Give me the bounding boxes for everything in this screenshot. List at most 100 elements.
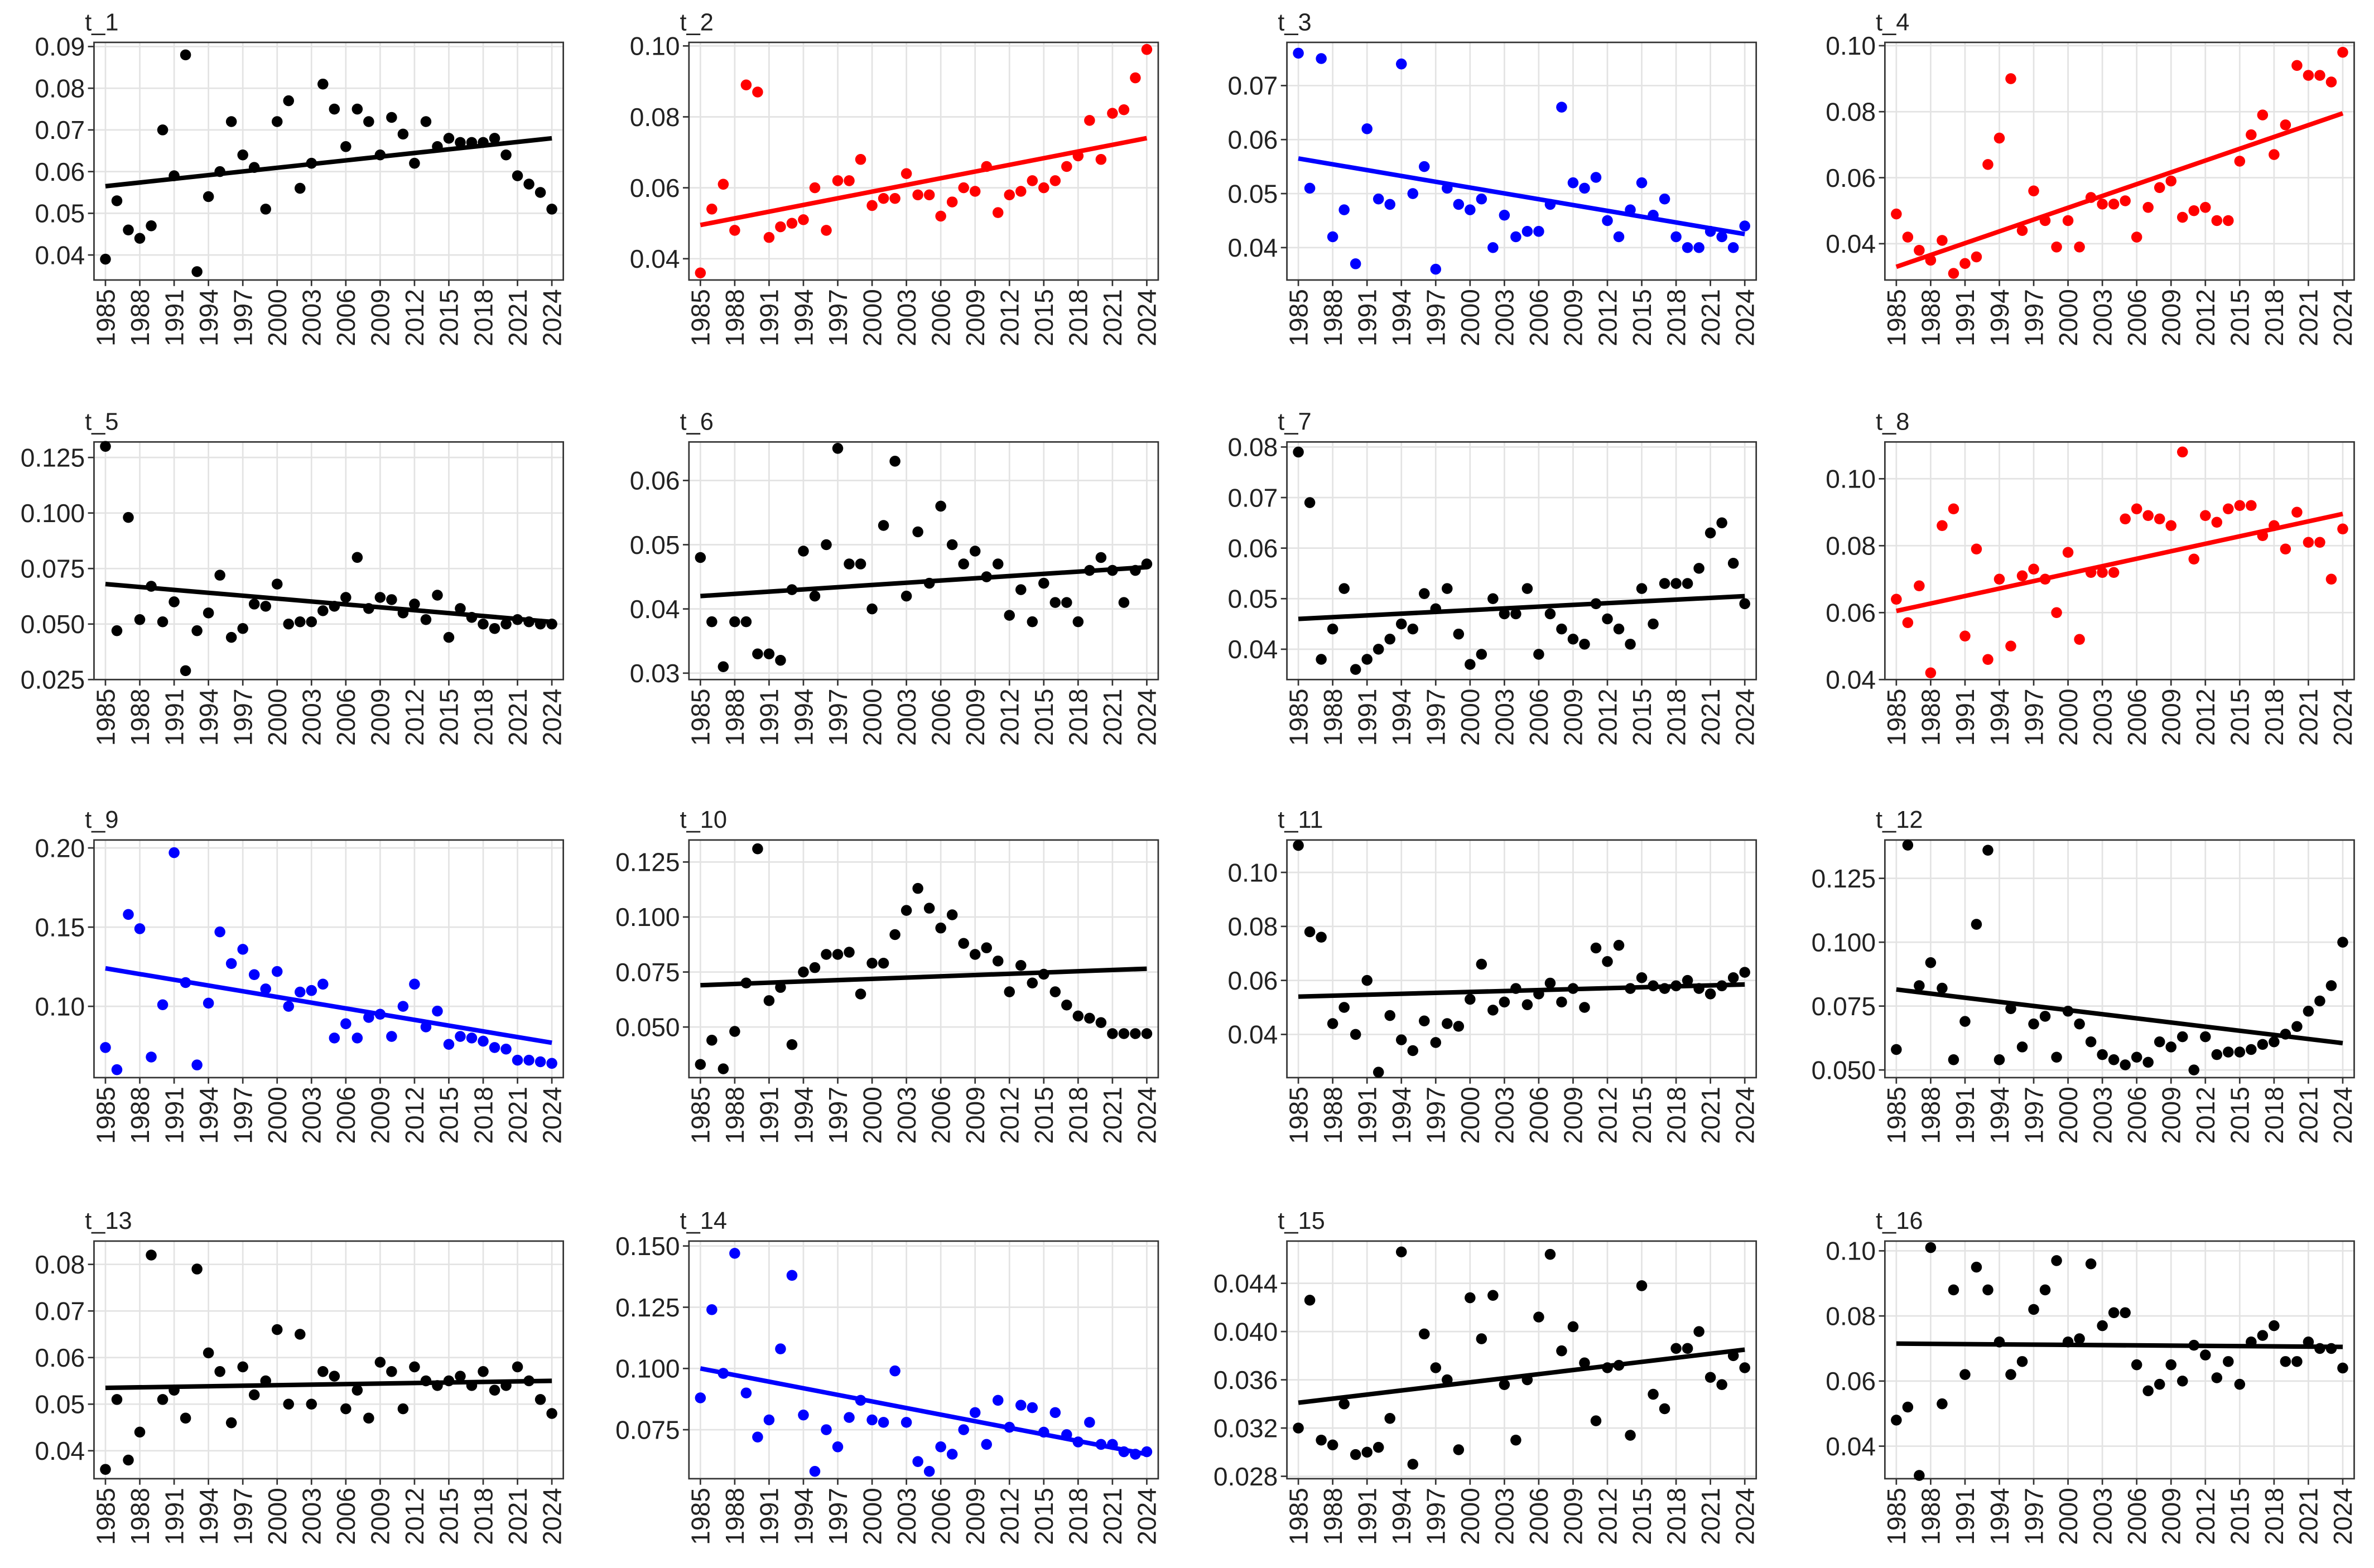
plot-background [94, 840, 564, 1078]
point [1971, 543, 1982, 555]
y-tick-label: 0.036 [1214, 1366, 1278, 1395]
x-tick-label: 2000 [1456, 1087, 1485, 1144]
point [1914, 1470, 1925, 1481]
x-tick-label: 2006 [2122, 1488, 2151, 1545]
point [729, 225, 740, 236]
point [1693, 1326, 1704, 1337]
point [2176, 1031, 2188, 1043]
x-tick-label: 1997 [1422, 289, 1451, 346]
point [1293, 446, 1304, 458]
point [1384, 199, 1395, 210]
point [1487, 1290, 1499, 1301]
point [191, 1263, 203, 1275]
point [1521, 999, 1533, 1010]
point [2016, 1356, 2028, 1367]
point [111, 625, 123, 636]
point [134, 614, 146, 625]
y-tick-label: 0.08 [35, 1250, 85, 1279]
point [1453, 628, 1465, 640]
x-tick-label: 1988 [1916, 1488, 1946, 1545]
x-tick-label: 1991 [1951, 1087, 1980, 1144]
y-tick-label: 0.100 [615, 1354, 680, 1383]
point [111, 1064, 123, 1075]
point [1959, 1369, 1971, 1380]
x-tick-label: 2012 [995, 1087, 1024, 1144]
point [306, 985, 317, 996]
x-tick-label: 1991 [160, 289, 189, 346]
y-tick-label: 0.05 [1228, 179, 1278, 208]
point [1670, 231, 1682, 243]
x-tick-label: 1994 [194, 1087, 223, 1144]
y-tick-label: 0.032 [1214, 1413, 1278, 1442]
x-tick-label: 2018 [1064, 289, 1093, 346]
point [821, 225, 832, 236]
point [1293, 840, 1304, 851]
point [100, 253, 111, 265]
x-tick-label: 2024 [1133, 289, 1162, 346]
point [1499, 608, 1510, 620]
x-tick-label: 2006 [331, 1488, 360, 1545]
point [1579, 639, 1590, 650]
point [1395, 58, 1407, 70]
point [1130, 72, 1141, 84]
point [455, 1371, 466, 1382]
x-tick-label: 2018 [2260, 689, 2289, 746]
y-tick-label: 0.10 [630, 32, 680, 61]
point [1418, 1328, 1430, 1340]
x-tick-label: 1991 [755, 689, 784, 746]
point [855, 558, 866, 570]
point [432, 1005, 443, 1017]
point [969, 1407, 981, 1419]
point [1613, 939, 1625, 951]
plot-background [94, 1241, 564, 1479]
y-tick-label: 0.050 [615, 1012, 680, 1041]
point [1891, 1044, 1902, 1055]
point [409, 978, 420, 990]
point [294, 986, 306, 998]
point [2303, 1006, 2314, 1017]
point [340, 592, 351, 603]
point [798, 214, 809, 225]
x-tick-label: 2009 [2157, 1087, 2186, 1144]
x-tick-label: 2012 [2191, 1488, 2220, 1545]
point [1510, 608, 1521, 620]
point [752, 648, 763, 659]
x-tick-label: 2003 [1490, 1087, 1519, 1144]
y-tick-label: 0.08 [1228, 912, 1278, 941]
x-tick-label: 2015 [2226, 1087, 2255, 1144]
panel: t_12 0.050 0.075 0.100 0.125 1985 1988 1991 1994… [1812, 807, 2358, 1144]
point [2291, 60, 2303, 71]
point [1682, 578, 1693, 589]
point [2016, 225, 2028, 236]
point [2028, 1018, 2039, 1030]
y-tick-label: 0.06 [1826, 599, 1876, 628]
y-tick-label: 0.08 [1826, 98, 1876, 127]
x-tick-label: 2006 [926, 289, 955, 346]
x-tick-label: 2021 [1098, 289, 1127, 346]
point [203, 191, 214, 202]
y-tick-label: 0.06 [630, 173, 680, 202]
point [157, 1394, 168, 1405]
point [443, 1039, 455, 1050]
point [1293, 47, 1304, 59]
point [1982, 1284, 1993, 1296]
point [2337, 1362, 2348, 1374]
point [1590, 172, 1602, 183]
x-tick-label: 2024 [537, 689, 566, 746]
point [1521, 583, 1533, 594]
y-tick-label: 0.07 [35, 115, 85, 144]
point [832, 175, 844, 186]
x-tick-label: 2003 [2088, 289, 2117, 346]
x-tick-label: 1985 [91, 689, 120, 746]
point [1556, 623, 1567, 635]
y-tick-label: 0.07 [35, 1296, 85, 1325]
point [1914, 244, 1925, 256]
x-tick-label: 2021 [2294, 689, 2323, 746]
point [1304, 926, 1316, 938]
point [889, 1365, 901, 1377]
point [1430, 1037, 1442, 1048]
point [2303, 70, 2314, 81]
point [844, 558, 855, 570]
x-tick-label: 2006 [1524, 689, 1553, 746]
